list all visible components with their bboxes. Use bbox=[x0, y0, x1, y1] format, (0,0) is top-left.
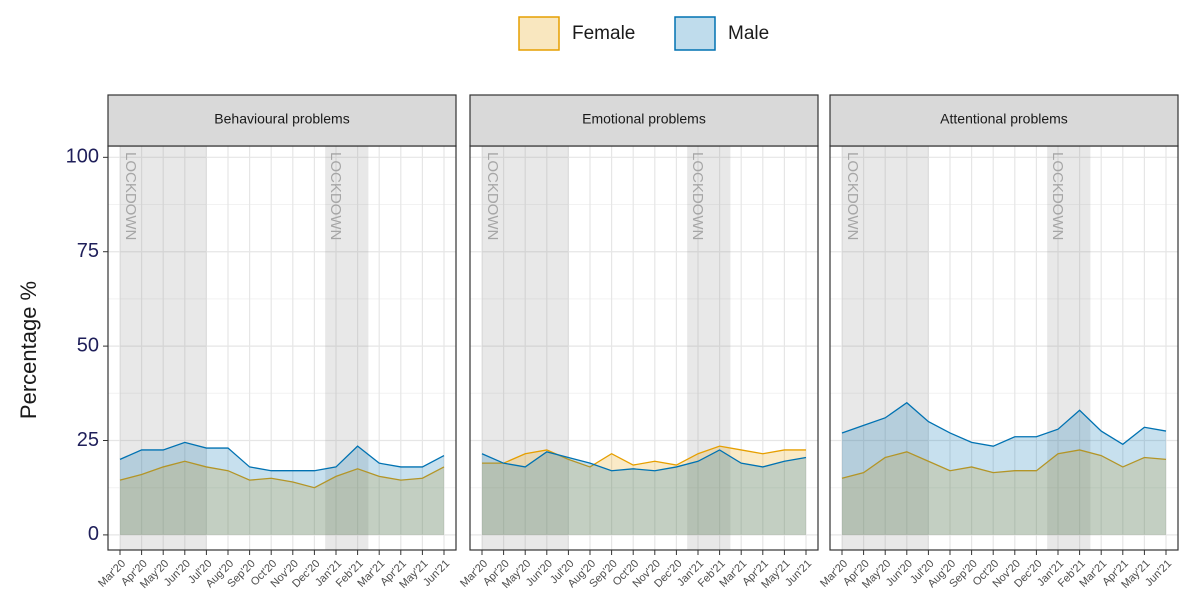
lockdown-label: LOCKDOWN bbox=[327, 152, 344, 240]
legend-swatch bbox=[674, 16, 716, 51]
y-axis-title: Percentage % bbox=[16, 281, 41, 419]
legend-label: Female bbox=[572, 23, 635, 44]
lockdown-label: LOCKDOWN bbox=[484, 152, 501, 240]
area bbox=[482, 446, 806, 535]
line bbox=[119, 460, 445, 489]
line bbox=[481, 449, 807, 472]
lockdown-label: LOCKDOWN bbox=[1049, 152, 1066, 240]
lockdown-shade bbox=[120, 146, 207, 550]
lockdown-label: LOCKDOWN bbox=[122, 152, 139, 240]
panel-bg bbox=[470, 146, 818, 550]
area bbox=[482, 449, 806, 535]
strip bbox=[829, 94, 1179, 147]
legend-swatch bbox=[518, 16, 560, 51]
lockdown-label: LOCKDOWN bbox=[689, 152, 706, 240]
y-tick-label: 0 bbox=[88, 523, 99, 545]
area bbox=[120, 442, 444, 535]
line bbox=[841, 401, 1167, 447]
y-tick-label: 25 bbox=[77, 429, 99, 451]
line bbox=[482, 445, 806, 468]
y-tick-label: 100 bbox=[66, 146, 99, 168]
strip-title: Emotional problems bbox=[582, 111, 706, 127]
area bbox=[842, 402, 1166, 535]
strip bbox=[107, 94, 457, 147]
y-tick-label: 75 bbox=[77, 240, 99, 262]
line bbox=[841, 449, 1167, 479]
lockdown-shade bbox=[687, 146, 731, 550]
line bbox=[119, 441, 445, 472]
lockdown-label: LOCKDOWN bbox=[844, 152, 861, 240]
lockdown-shade bbox=[482, 146, 569, 550]
panel-bg bbox=[108, 146, 456, 550]
lockdown-shade bbox=[842, 146, 929, 550]
lockdown-shade bbox=[1047, 146, 1091, 550]
area bbox=[842, 449, 1166, 535]
strip-title: Attentional problems bbox=[940, 111, 1068, 127]
legend-label: Male bbox=[728, 23, 769, 44]
strip-title: Behavioural problems bbox=[214, 111, 349, 127]
y-tick-label: 50 bbox=[77, 334, 99, 356]
area bbox=[120, 461, 444, 535]
lockdown-shade bbox=[325, 146, 369, 550]
strip bbox=[469, 94, 819, 147]
panel-bg bbox=[830, 146, 1178, 550]
